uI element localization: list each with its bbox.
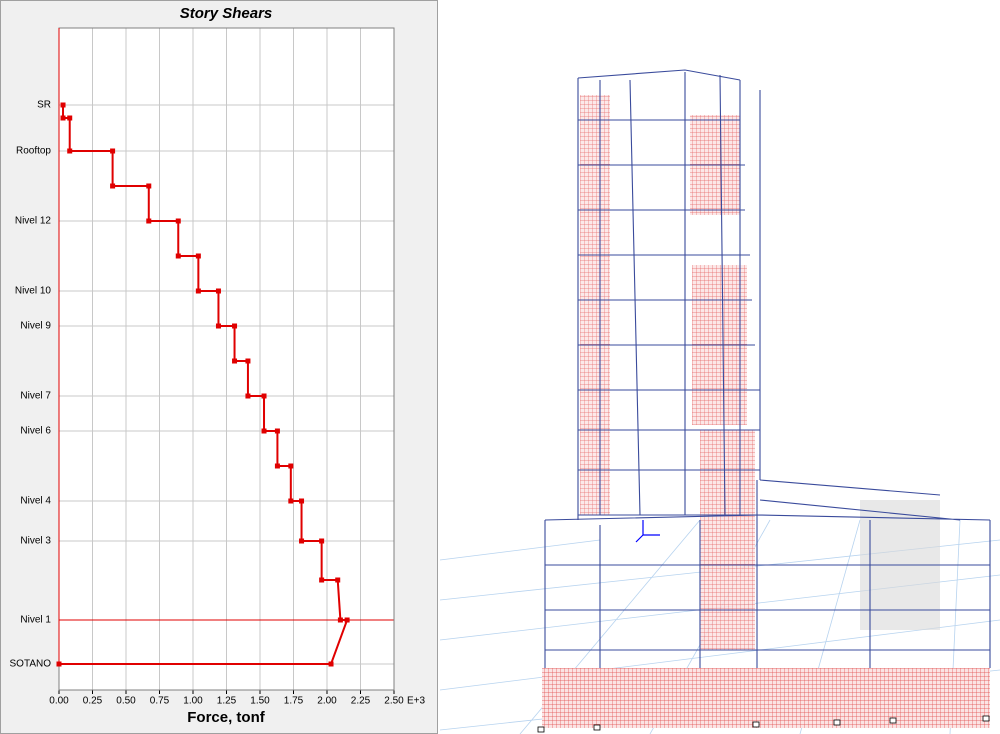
shear-point — [337, 617, 343, 623]
shear-point — [67, 115, 73, 121]
shear-point — [328, 661, 334, 667]
level-label: Nivel 1 — [20, 615, 51, 626]
x-tick-label: 2.25 — [351, 696, 371, 707]
x-tick-label: 1.50 — [250, 696, 270, 707]
shear-point — [319, 577, 325, 583]
shear-point — [110, 183, 116, 189]
3d-model-view — [439, 69, 1000, 734]
shear-point — [245, 393, 251, 399]
x-tick-label: 0.75 — [150, 696, 170, 707]
level-label: SOTANO — [10, 659, 52, 670]
shear-point — [261, 428, 267, 434]
shear-point — [146, 218, 152, 224]
shear-point — [288, 498, 294, 504]
chart-title: Story Shears — [180, 5, 273, 22]
shear-point — [261, 393, 267, 399]
shear-point — [215, 323, 221, 329]
shear-point — [110, 148, 116, 154]
shear-point — [175, 218, 181, 224]
shear-point — [195, 253, 201, 259]
level-label: Rooftop — [16, 146, 51, 157]
shear-point — [195, 288, 201, 294]
shear-point — [60, 115, 66, 121]
shear-point — [215, 288, 221, 294]
x-tick-label: 0.00 — [49, 696, 69, 707]
x-tick-suffix: E+3 — [407, 696, 426, 707]
level-label: Nivel 3 — [20, 536, 51, 547]
base-wall — [542, 668, 990, 728]
shear-point — [60, 102, 66, 108]
shear-point — [67, 148, 73, 154]
base-point — [56, 661, 62, 667]
shear-point — [299, 538, 305, 544]
x-tick-label: 2.50 — [384, 696, 404, 707]
x-tick-label: 1.75 — [284, 696, 304, 707]
shear-point — [232, 323, 238, 329]
level-label: Nivel 9 — [20, 321, 51, 332]
shear-point — [299, 498, 305, 504]
shear-point — [245, 358, 251, 364]
level-label: Nivel 12 — [15, 216, 52, 227]
x-tick-label: 1.00 — [183, 696, 203, 707]
level-label: SR — [37, 100, 51, 111]
shear-point — [319, 538, 325, 544]
level-label: Nivel 7 — [20, 391, 51, 402]
level-label: Nivel 6 — [20, 426, 51, 437]
shear-point — [344, 617, 350, 623]
level-label: Nivel 4 — [20, 496, 51, 507]
x-axis-label: Force, tonf — [187, 709, 266, 726]
x-tick-label: 0.50 — [116, 696, 136, 707]
shear-point — [232, 358, 238, 364]
shear-point — [175, 253, 181, 259]
shear-point — [274, 428, 280, 434]
shear-point — [335, 577, 341, 583]
shear-point — [146, 183, 152, 189]
x-tick-label: 1.25 — [217, 696, 237, 707]
shear-point — [274, 463, 280, 469]
x-tick-label: 0.25 — [83, 696, 103, 707]
level-label: Nivel 10 — [15, 286, 52, 297]
shear-point — [288, 463, 294, 469]
x-tick-label: 2.00 — [317, 696, 337, 707]
